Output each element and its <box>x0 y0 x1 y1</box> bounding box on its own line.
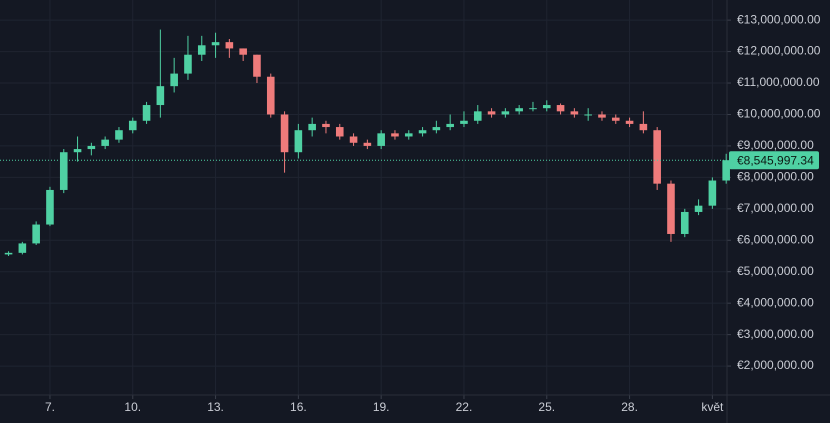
last-price-box <box>729 151 819 170</box>
y-tick-label: €3,000,000.00 <box>737 327 814 341</box>
candle-body <box>460 120 468 124</box>
candle-body <box>391 133 399 137</box>
candle-body <box>529 108 537 110</box>
y-tick-label: €2,000,000.00 <box>737 358 814 372</box>
y-tick-label: €9,000,000.00 <box>737 138 814 152</box>
candle-body <box>446 123 454 128</box>
candle-body <box>322 123 330 128</box>
candle-body <box>87 145 96 150</box>
candle-body <box>349 136 358 143</box>
candle-body <box>653 130 661 184</box>
x-tick-label: 19. <box>373 400 390 414</box>
candle-body <box>501 111 510 115</box>
y-tick-label: €12,000,000.00 <box>737 44 821 58</box>
candle-body <box>170 73 178 87</box>
candle-body <box>197 45 206 55</box>
candle-body <box>59 152 68 190</box>
x-tick-label: 10. <box>124 400 141 414</box>
candle-body <box>46 189 54 225</box>
candle-body <box>404 133 413 137</box>
x-tick-label: květ <box>701 400 724 414</box>
candle-body <box>639 123 648 131</box>
candle-body <box>184 54 192 74</box>
candle-body <box>335 127 344 137</box>
candle-body <box>611 117 620 121</box>
x-tick-label: 7. <box>45 400 55 414</box>
y-tick-label: €6,000,000.00 <box>737 232 814 246</box>
x-tick-label: 28. <box>621 400 638 414</box>
candle-body <box>156 86 165 106</box>
candle-body <box>294 130 303 153</box>
candle-body <box>18 243 27 253</box>
candle-body <box>722 160 730 181</box>
candle-body <box>418 130 427 134</box>
candle-body <box>101 139 109 146</box>
y-tick-label: €11,000,000.00 <box>737 75 820 89</box>
candle-body <box>128 120 137 131</box>
x-tick-label: 13. <box>207 400 224 414</box>
candle-body <box>570 111 579 115</box>
x-tick-label: 22. <box>456 400 473 414</box>
x-tick-label: 25. <box>538 400 555 414</box>
candle-body <box>667 183 675 234</box>
candle-body <box>308 123 316 131</box>
candle-body <box>598 114 606 118</box>
candle-body <box>32 224 40 244</box>
x-tick-label: 16. <box>290 400 307 414</box>
candle-body <box>115 130 123 140</box>
candle-body <box>625 120 634 124</box>
candle-body <box>377 133 385 146</box>
candle-body <box>708 180 717 206</box>
candle-body <box>487 111 496 115</box>
candle-body <box>266 76 275 115</box>
candle-body <box>694 205 703 212</box>
candle-body <box>73 149 82 153</box>
candle-body <box>473 111 482 121</box>
candle-body <box>584 114 592 116</box>
y-tick-label: €4,000,000.00 <box>737 295 814 309</box>
candle-body <box>253 54 261 77</box>
y-tick-label: €10,000,000.00 <box>737 107 821 121</box>
last-price-label: €8,545,997.34 <box>737 153 814 167</box>
y-tick-label: €5,000,000.00 <box>737 264 814 278</box>
candle-body <box>432 127 441 131</box>
candle-body <box>142 105 151 121</box>
candle-body <box>363 142 372 146</box>
y-tick-label: €13,000,000.00 <box>737 12 821 26</box>
y-tick-label: €8,000,000.00 <box>737 170 814 184</box>
y-tick-label: €7,000,000.00 <box>737 201 814 215</box>
candle-body <box>225 42 234 49</box>
candle-body <box>239 48 247 55</box>
candle-body <box>542 105 551 109</box>
candle-body <box>280 114 289 153</box>
candle-body <box>680 211 689 234</box>
candle-body <box>556 105 565 112</box>
candle-body <box>515 108 523 112</box>
candle-body <box>211 42 220 46</box>
candle-body <box>4 252 13 255</box>
